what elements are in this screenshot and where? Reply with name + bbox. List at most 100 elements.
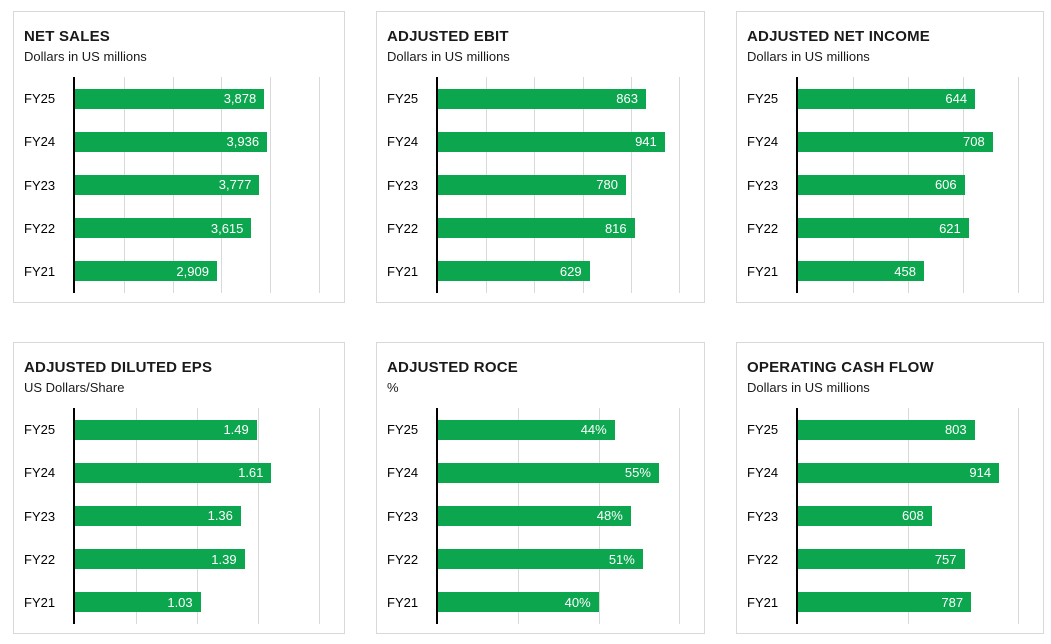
category-label: FY23 bbox=[747, 508, 779, 524]
bar-value-label: 780 bbox=[596, 177, 618, 193]
plot-area: 803 914 608 757 787 bbox=[796, 408, 1019, 624]
bar-value-label: 40% bbox=[564, 594, 591, 610]
bar-fy25: 803 bbox=[798, 419, 975, 440]
bar-row: 55% bbox=[438, 451, 679, 494]
category-axis-labels: FY25 FY24 FY23 FY22 FY21 bbox=[387, 408, 436, 624]
bar-row: 1.49 bbox=[75, 408, 319, 451]
category-label: FY22 bbox=[387, 220, 419, 236]
chart-subtitle: % bbox=[387, 380, 399, 395]
bar-row: 3,777 bbox=[75, 163, 319, 206]
bar-value-label: 44% bbox=[580, 422, 607, 438]
chart-panel-adjusted-net-income: ADJUSTED NET INCOME Dollars in US millio… bbox=[736, 11, 1044, 303]
category-label: FY21 bbox=[747, 594, 779, 610]
bar-value-label: 1.49 bbox=[223, 422, 249, 438]
chart-panel-adjusted-diluted-eps: ADJUSTED DILUTED EPS US Dollars/Share FY… bbox=[13, 342, 345, 634]
category-label: FY25 bbox=[747, 91, 779, 107]
bar-fy24: 1.61 bbox=[75, 462, 272, 483]
bar-row: 914 bbox=[798, 451, 1018, 494]
bar-chart: FY25 FY24 FY23 FY22 FY21 44% 55% 48% 51% 40% bbox=[387, 408, 692, 624]
bar-chart: FY25 FY24 FY23 FY22 FY21 1.49 1.61 1.36 1.39 1.03 bbox=[24, 408, 332, 624]
bar-row: 606 bbox=[798, 163, 1018, 206]
bar-fy21: 40% bbox=[438, 592, 599, 613]
bar-fy25: 1.49 bbox=[75, 419, 257, 440]
bar-row: 1.61 bbox=[75, 451, 319, 494]
bar-value-label: 914 bbox=[969, 465, 992, 481]
chart-subtitle: Dollars in US millions bbox=[747, 49, 870, 64]
bar-row: 780 bbox=[438, 163, 679, 206]
plot-area: 44% 55% 48% 51% 40% bbox=[436, 408, 680, 624]
chart-title: NET SALES bbox=[24, 28, 110, 45]
chart-subtitle: Dollars in US millions bbox=[747, 380, 870, 395]
bar-fy24: 3,936 bbox=[75, 131, 268, 152]
bar-value-label: 757 bbox=[934, 551, 957, 567]
chart-panel-operating-cash-flow: OPERATING CASH FLOW Dollars in US millio… bbox=[736, 342, 1044, 634]
bar-value-label: 1.03 bbox=[167, 594, 193, 610]
bar-value-label: 621 bbox=[939, 220, 961, 236]
plot-area: 1.49 1.61 1.36 1.39 1.03 bbox=[73, 408, 320, 624]
bar-row: 3,878 bbox=[75, 77, 319, 120]
plot-area: 644 708 606 621 458 bbox=[796, 77, 1019, 293]
category-label: FY23 bbox=[387, 508, 419, 524]
bar-fy22: 757 bbox=[798, 549, 965, 570]
category-label: FY21 bbox=[747, 263, 779, 279]
bar-row: 2,909 bbox=[75, 250, 319, 293]
bar-row: 757 bbox=[798, 538, 1018, 581]
category-label: FY25 bbox=[24, 422, 56, 438]
bar-row: 787 bbox=[798, 581, 1018, 624]
bar-value-label: 55% bbox=[624, 465, 651, 481]
bar-value-label: 458 bbox=[894, 263, 916, 279]
chart-title: OPERATING CASH FLOW bbox=[747, 359, 934, 376]
gridline bbox=[1018, 77, 1019, 293]
category-label: FY23 bbox=[24, 177, 56, 193]
bar-row: 863 bbox=[438, 77, 679, 120]
bar-value-label: 803 bbox=[944, 422, 967, 438]
bar-fy24: 55% bbox=[438, 462, 659, 483]
bar-value-label: 644 bbox=[945, 91, 968, 107]
chart-panel-adjusted-ebit: ADJUSTED EBIT Dollars in US millions FY2… bbox=[376, 11, 705, 303]
bar-fy22: 3,615 bbox=[75, 218, 252, 239]
category-label: FY24 bbox=[24, 465, 56, 481]
bar-fy21: 2,909 bbox=[75, 261, 217, 282]
bar-value-label: 629 bbox=[559, 263, 582, 279]
bar-row: 40% bbox=[438, 581, 679, 624]
chart-title: ADJUSTED NET INCOME bbox=[747, 28, 930, 45]
bar-fy25: 644 bbox=[798, 88, 976, 109]
category-axis-labels: FY25 FY24 FY23 FY22 FY21 bbox=[387, 77, 436, 293]
category-label: FY24 bbox=[387, 134, 419, 150]
chart-panel-net-sales: NET SALES Dollars in US millions FY25 FY2… bbox=[13, 11, 345, 303]
bar-value-label: 708 bbox=[962, 134, 985, 150]
bar-value-label: 1.39 bbox=[211, 551, 237, 567]
chart-subtitle: Dollars in US millions bbox=[387, 49, 510, 64]
bar-value-label: 606 bbox=[934, 177, 957, 193]
bar-value-label: 1.61 bbox=[238, 465, 264, 481]
bar-fy25: 3,878 bbox=[75, 88, 265, 109]
gridline bbox=[258, 408, 259, 624]
category-label: FY24 bbox=[747, 134, 779, 150]
category-label: FY25 bbox=[387, 422, 419, 438]
bar-fy23: 3,777 bbox=[75, 174, 260, 195]
bar-row: 816 bbox=[438, 207, 679, 250]
bar-value-label: 3,777 bbox=[218, 177, 252, 193]
bar-fy22: 1.39 bbox=[75, 549, 245, 570]
bar-row: 608 bbox=[798, 494, 1018, 537]
bar-row: 941 bbox=[438, 120, 679, 163]
bar-fy23: 48% bbox=[438, 505, 631, 526]
bar-row: 803 bbox=[798, 408, 1018, 451]
category-label: FY21 bbox=[24, 594, 56, 610]
bar-fy23: 608 bbox=[798, 505, 932, 526]
bar-fy22: 816 bbox=[438, 218, 635, 239]
bar-chart: FY25 FY24 FY23 FY22 FY21 803 914 608 757 787 bbox=[747, 408, 1031, 624]
bar-row: 458 bbox=[798, 250, 1018, 293]
bar-row: 44% bbox=[438, 408, 679, 451]
bar-fy21: 1.03 bbox=[75, 592, 201, 613]
bar-value-label: 941 bbox=[635, 134, 657, 150]
bar-row: 644 bbox=[798, 77, 1018, 120]
category-axis-labels: FY25 FY24 FY23 FY22 FY21 bbox=[747, 77, 796, 293]
bar-fy21: 629 bbox=[438, 261, 590, 282]
bar-row: 708 bbox=[798, 120, 1018, 163]
category-label: FY25 bbox=[24, 91, 56, 107]
plot-area: 3,878 3,936 3,777 3,615 2,909 bbox=[73, 77, 320, 293]
bar-fy25: 863 bbox=[438, 88, 646, 109]
bar-value-label: 3,936 bbox=[226, 134, 260, 150]
